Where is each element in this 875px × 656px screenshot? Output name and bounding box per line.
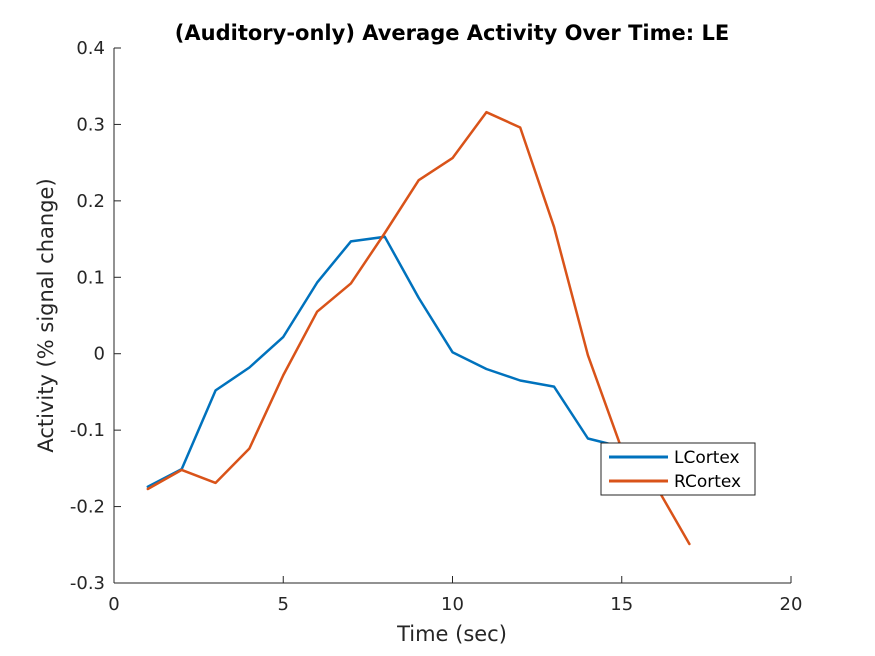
y-tick-label: -0.3 bbox=[70, 573, 105, 594]
plot-area: 0 5 10 15 20 -0.3 -0.2 -0.1 0 0.1 0.2 0.3 0.4 bbox=[70, 38, 803, 615]
legend: LCortex RCortex bbox=[600, 442, 756, 496]
series-line-rcortex bbox=[146, 110, 691, 546]
legend-label-lcortex: LCortex bbox=[674, 448, 740, 468]
y-axis-label: Activity (% signal change) bbox=[34, 178, 58, 452]
axes-background bbox=[114, 48, 791, 583]
x-tick-label: 0 bbox=[108, 594, 119, 615]
y-tick-label: -0.2 bbox=[70, 497, 105, 518]
y-ticks: -0.3 -0.2 -0.1 0 0.1 0.2 0.3 0.4 bbox=[70, 38, 121, 594]
x-tick-label: 10 bbox=[441, 594, 464, 615]
y-tick-label: 0.3 bbox=[76, 114, 105, 135]
series-lines bbox=[146, 110, 691, 546]
y-tick-label: 0 bbox=[94, 344, 105, 365]
y-tick-label: 0.4 bbox=[76, 38, 105, 59]
x-ticks: 0 5 10 15 20 bbox=[108, 576, 802, 615]
y-tick-label: 0.1 bbox=[76, 267, 105, 288]
x-tick-label: 5 bbox=[278, 594, 289, 615]
y-tick-label: -0.1 bbox=[70, 420, 105, 441]
x-tick-label: 15 bbox=[610, 594, 633, 615]
chart-title: (Auditory-only) Average Activity Over Ti… bbox=[175, 21, 729, 45]
y-tick-label: 0.2 bbox=[76, 191, 105, 212]
series-line-lcortex bbox=[146, 235, 691, 488]
legend-box bbox=[600, 442, 756, 496]
x-tick-label: 20 bbox=[780, 594, 803, 615]
x-axis-label: Time (sec) bbox=[396, 622, 507, 646]
legend-label-rcortex: RCortex bbox=[674, 472, 741, 492]
